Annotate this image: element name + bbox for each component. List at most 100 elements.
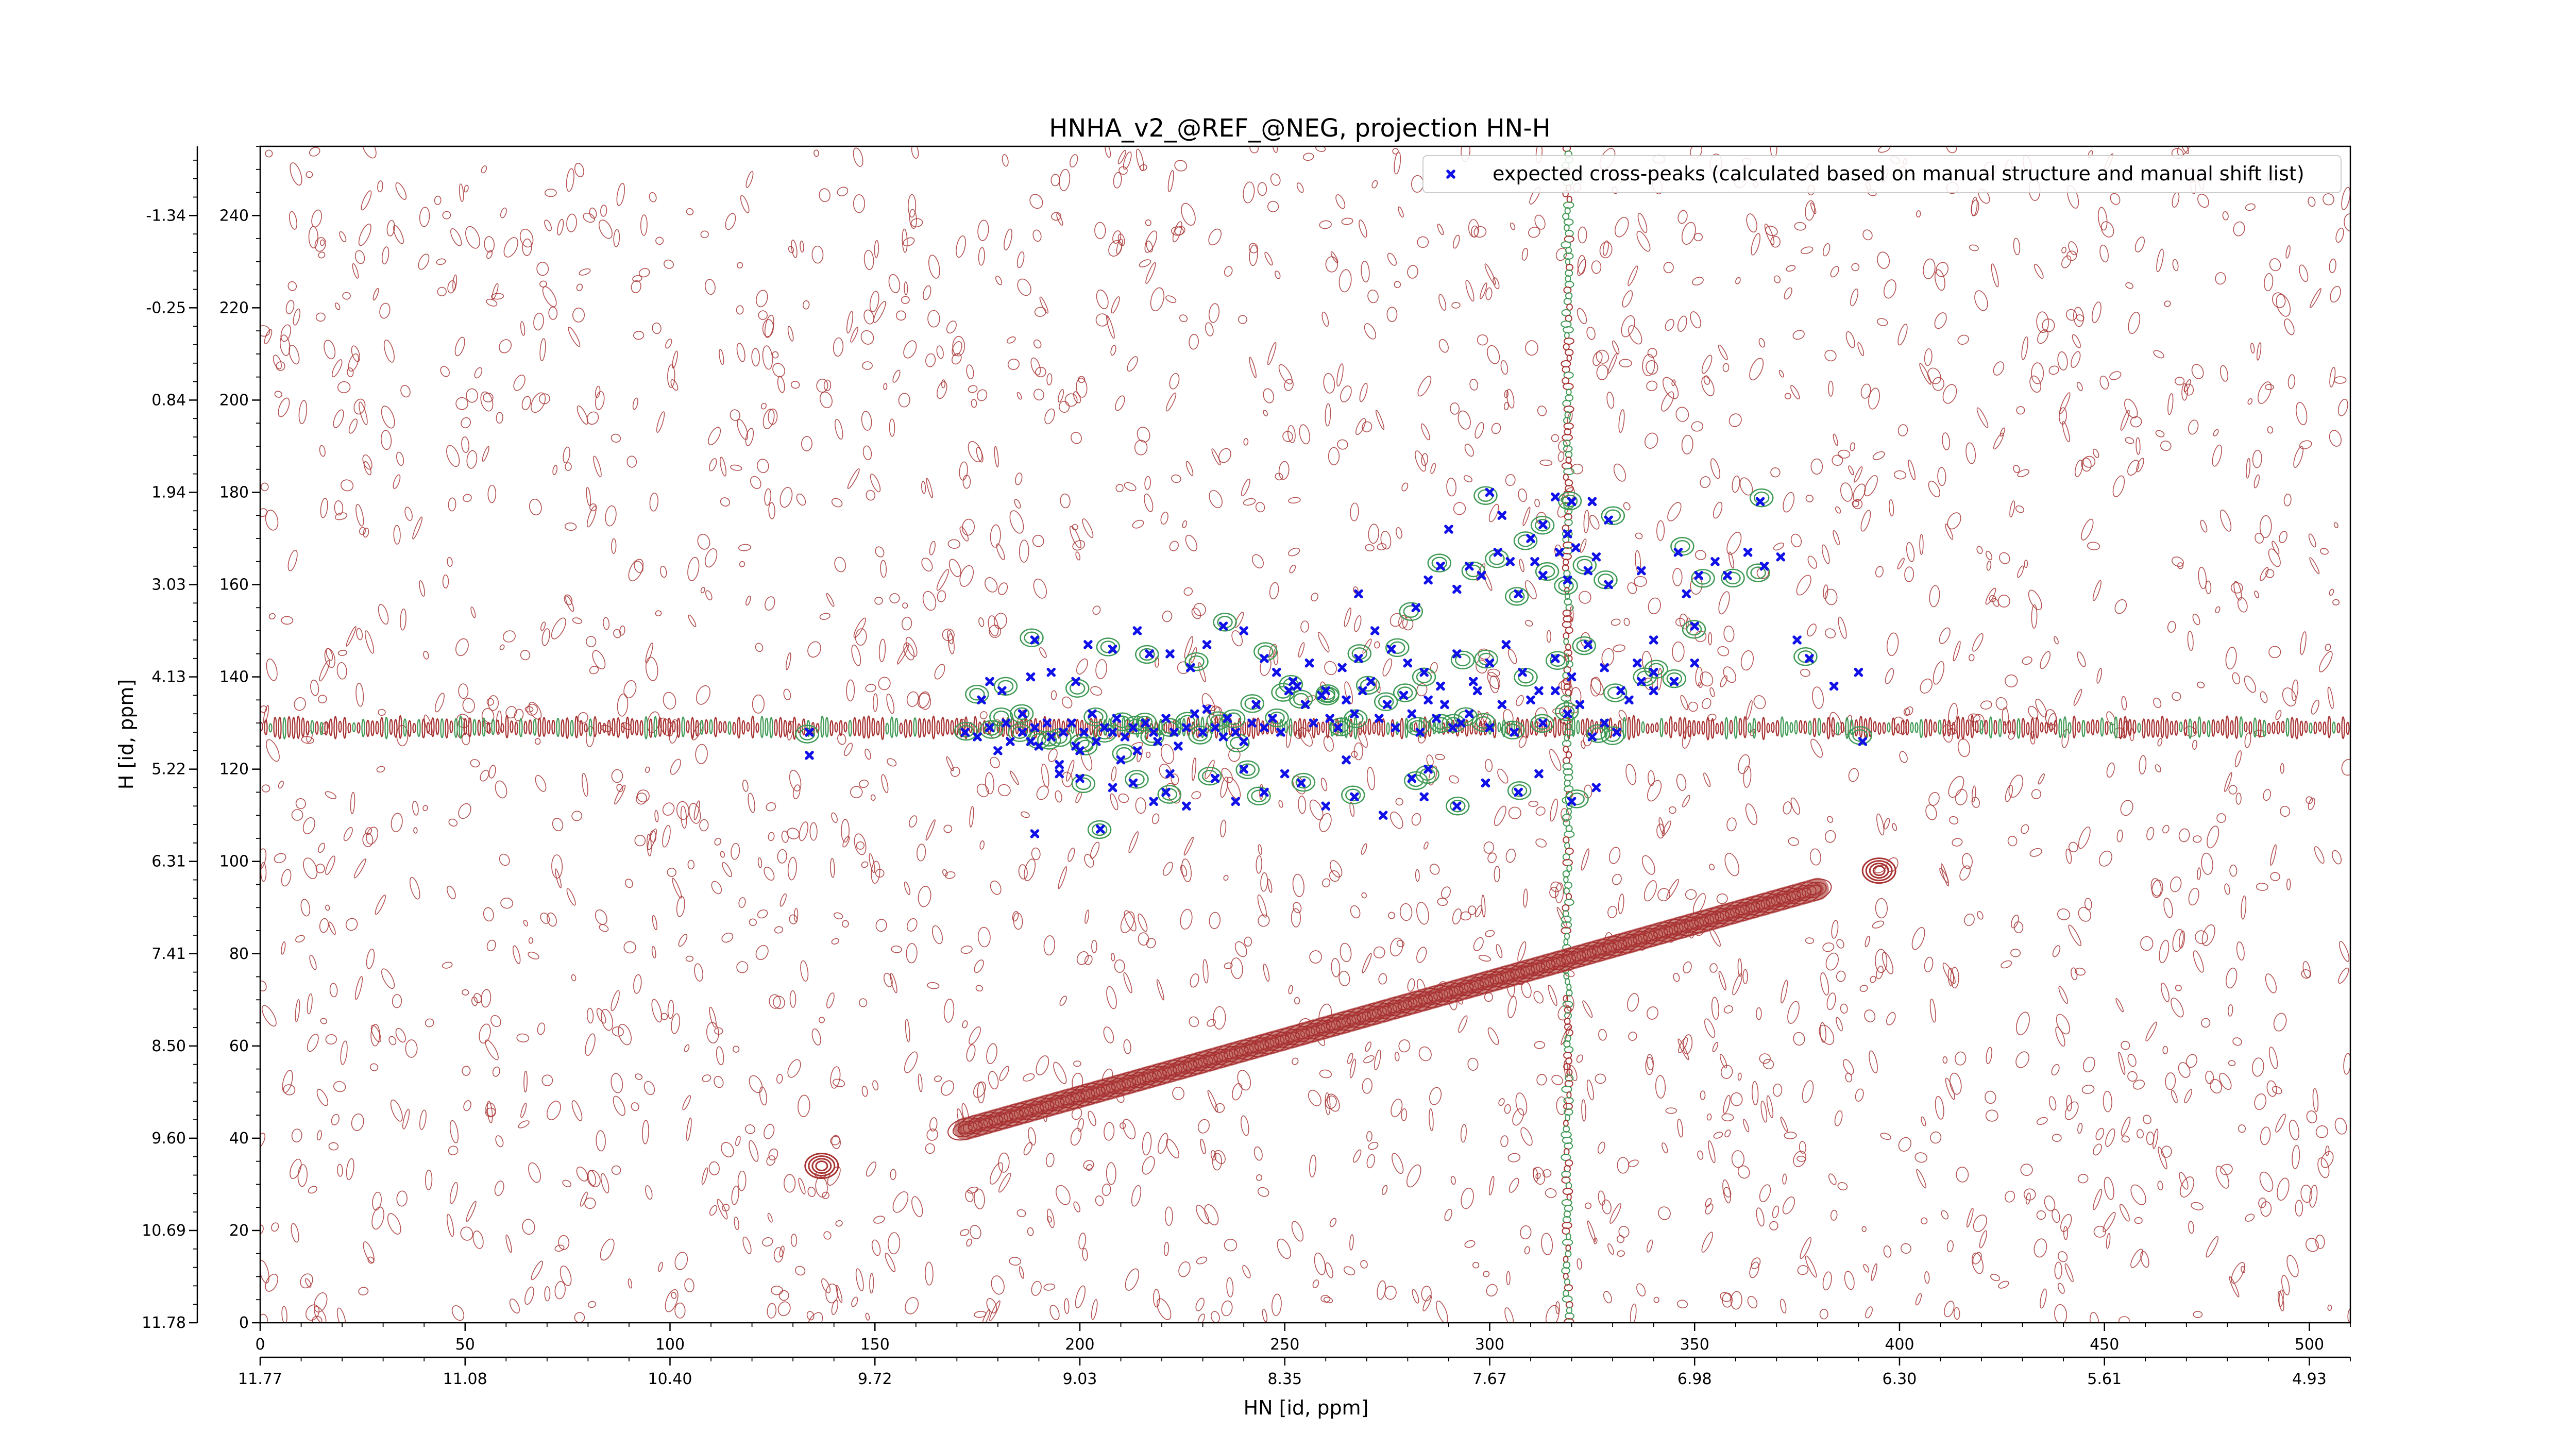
y-ppm-tick-label: 4.13: [151, 668, 186, 686]
noise-contour: [826, 593, 835, 607]
noise-contour: [381, 406, 395, 429]
noise-contour: [1718, 971, 1726, 990]
noise-contour: [1810, 738, 1823, 758]
noise-contour: [773, 996, 785, 1009]
expected-peak-marker: [1468, 677, 1478, 686]
noise-contour: [889, 593, 900, 604]
noise-contour: [2175, 984, 2182, 991]
noise-contour: [281, 941, 286, 955]
noise-contour: [1230, 957, 1243, 980]
noise-contour: [901, 616, 912, 631]
noise-contour: [969, 806, 974, 828]
streak-contour: [1850, 719, 1854, 735]
noise-contour: [1070, 1127, 1082, 1146]
noise-contour: [2338, 967, 2349, 984]
noise-contour: [1551, 1075, 1563, 1085]
noise-contour: [752, 694, 765, 714]
noise-contour: [2033, 264, 2044, 279]
noise-contour: [1463, 475, 1472, 483]
noise-contour: [1090, 841, 1100, 859]
noise-contour: [2100, 221, 2114, 238]
noise-contour: [458, 683, 469, 699]
plot-area: [260, 146, 2350, 1323]
noise-contour: [539, 338, 546, 361]
noise-contour: [934, 664, 945, 680]
noise-contour: [541, 1074, 553, 1086]
expected-peak-marker: [1276, 728, 1285, 737]
noise-contour: [316, 1130, 322, 1141]
noise-contour: [1872, 451, 1885, 460]
noise-contour: [1319, 220, 1332, 229]
streak-contour: [778, 717, 783, 738]
y-index-tick-label: 220: [219, 299, 249, 317]
noise-contour: [2151, 880, 2163, 898]
noise-contour: [1897, 558, 1905, 570]
noise-contour: [1503, 402, 1509, 411]
noise-contour: [1672, 568, 1683, 586]
noise-contour: [1082, 1248, 1088, 1261]
noise-contour: [2040, 651, 2051, 669]
noise-contour: [613, 629, 622, 638]
noise-contour: [353, 398, 366, 415]
noise-contour: [1325, 403, 1331, 427]
streak-contour: [333, 716, 337, 739]
noise-contour: [787, 326, 794, 342]
cross-peak-contour: [1399, 602, 1423, 621]
noise-contour: [778, 1290, 789, 1301]
noise-contour: [2215, 272, 2226, 285]
expected-peak-marker: [1202, 640, 1212, 649]
noise-contour: [1756, 1007, 1762, 1020]
expected-peak-marker: [1526, 534, 1535, 543]
streak-contour: [408, 720, 412, 737]
noise-contour: [1955, 1051, 1967, 1066]
streak-contour: [1061, 720, 1065, 735]
noise-contour: [922, 591, 937, 611]
noise-contour: [359, 401, 368, 425]
noise-contour: [1139, 259, 1151, 267]
streak-contour: [1789, 722, 1793, 733]
noise-contour: [576, 283, 583, 291]
noise-contour: [1937, 467, 1946, 486]
noise-contour: [520, 321, 526, 336]
noise-contour: [951, 353, 962, 365]
streak-contour: [1052, 718, 1056, 738]
expected-peak-marker: [1116, 755, 1126, 765]
noise-contour: [1646, 1239, 1653, 1253]
noise-contour: [1663, 262, 1674, 274]
expected-peak-marker: [1567, 797, 1577, 806]
noise-contour: [1602, 240, 1609, 256]
noise-contour: [319, 660, 330, 682]
noise-contour: [334, 500, 344, 516]
noise-contour: [1036, 1055, 1049, 1075]
noise-contour: [1321, 311, 1329, 327]
noise-contour: [1355, 418, 1366, 435]
cross-peak-contour: [1240, 694, 1264, 713]
noise-contour: [1597, 1141, 1605, 1154]
noise-contour: [2068, 924, 2081, 947]
noise-contour: [2244, 676, 2256, 693]
noise-contour: [640, 214, 648, 236]
streak-contour: [1404, 717, 1409, 738]
noise-contour: [667, 1000, 674, 1019]
noise-contour: [2197, 867, 2201, 881]
streak-contour: [2114, 716, 2118, 739]
streak-contour: [1563, 372, 1574, 379]
noise-contour: [260, 508, 268, 517]
cross-peak-contour: [1441, 714, 1466, 733]
noise-contour: [557, 218, 564, 235]
noise-contour: [769, 994, 781, 1009]
noise-contour: [2232, 672, 2241, 685]
noise-contour: [1933, 661, 1945, 685]
noise-contour: [1722, 363, 1730, 373]
noise-contour: [776, 1074, 783, 1084]
noise-contour: [649, 192, 657, 203]
cross-peak-contour: [1013, 707, 1030, 720]
noise-contour: [447, 280, 456, 294]
noise-contour: [1224, 962, 1233, 969]
noise-contour: [1807, 624, 1817, 637]
noise-contour: [1019, 1266, 1024, 1279]
noise-contour: [2130, 1249, 2143, 1268]
expected-peak-marker: [1452, 801, 1462, 811]
noise-contour: [1171, 226, 1184, 236]
noise-contour: [865, 684, 876, 693]
